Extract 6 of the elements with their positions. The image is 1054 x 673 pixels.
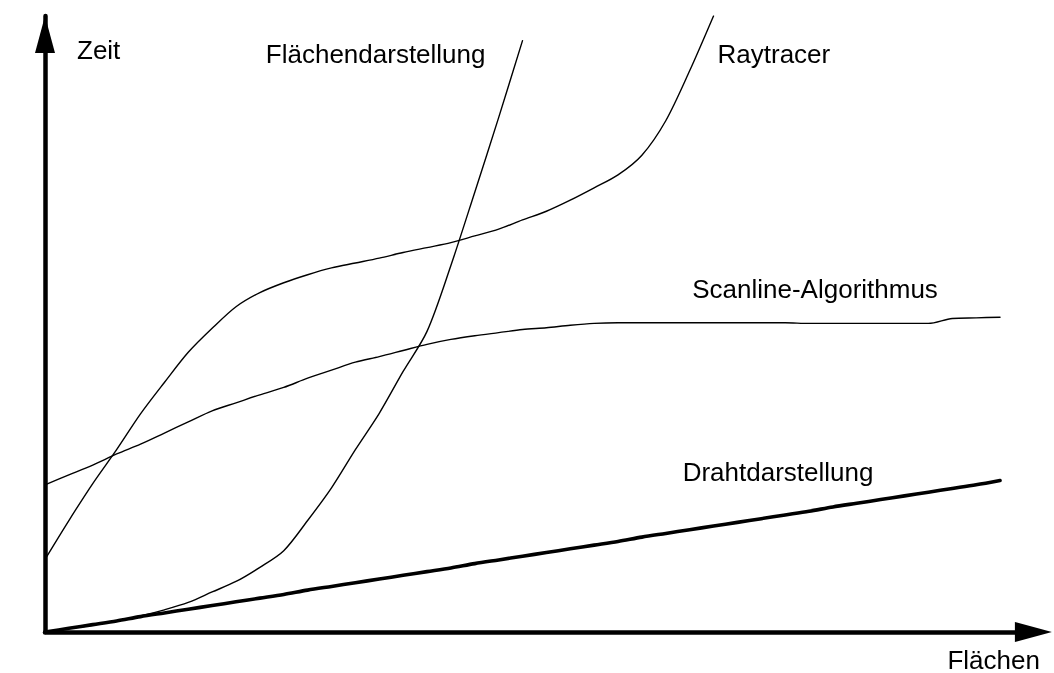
series-label: Flächendarstellung	[265, 38, 486, 69]
y-axis-title: Zeit	[77, 35, 122, 65]
series-label: Scanline-Algorithmus	[692, 274, 938, 305]
series-label: Raytracer	[717, 39, 831, 69]
x-axis-title: Flächen	[947, 645, 1040, 673]
series-label: Drahtdarstellung	[682, 457, 874, 488]
